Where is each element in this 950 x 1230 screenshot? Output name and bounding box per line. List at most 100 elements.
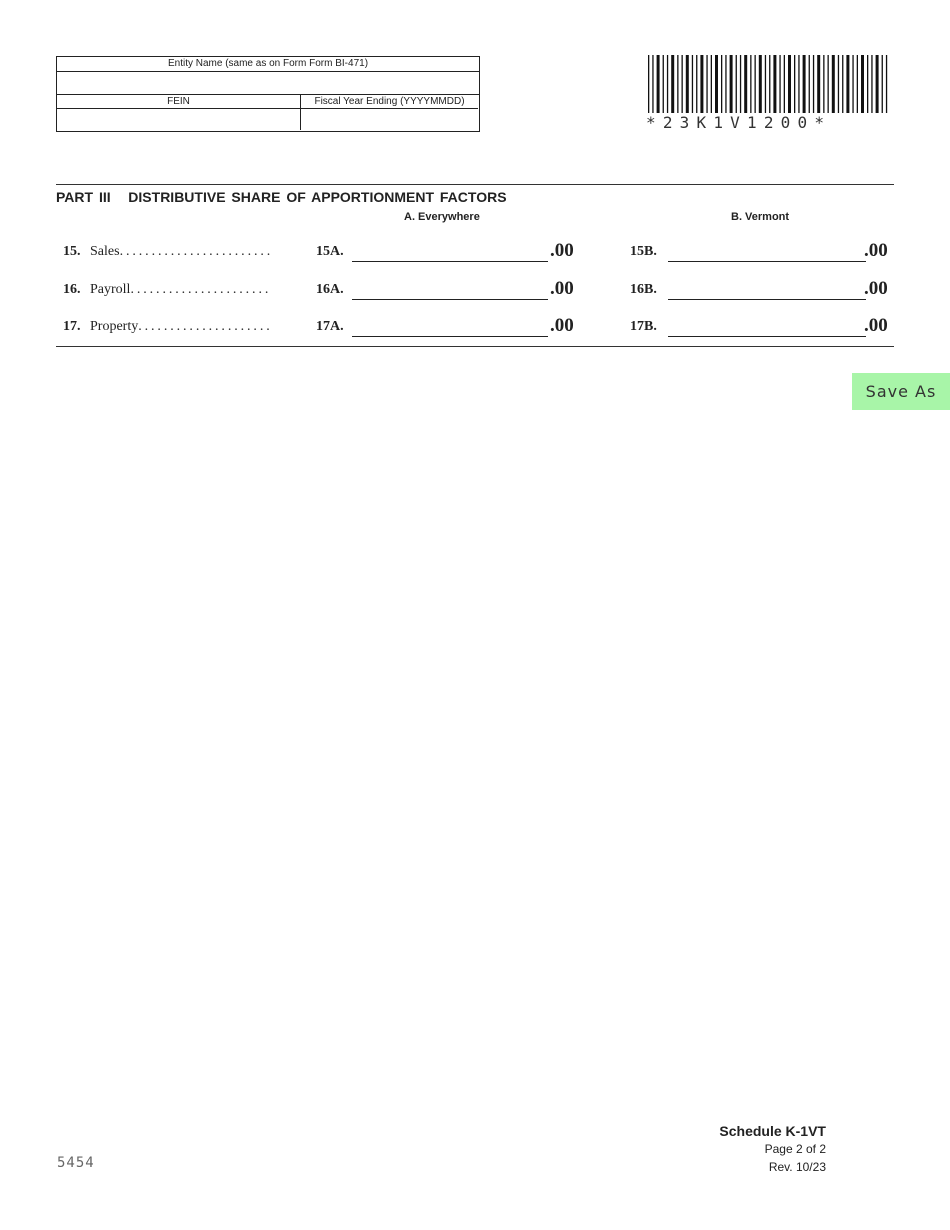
barcode-bar xyxy=(685,55,689,113)
barcode-bar xyxy=(725,55,727,113)
fiscal-year-label: Fiscal Year Ending (YYYYMMDD) xyxy=(301,95,478,109)
save-as-button[interactable]: Save As xyxy=(852,373,950,410)
line-number: 15. xyxy=(63,244,81,259)
barcode-bar xyxy=(856,55,858,113)
page-number: Page 2 of 2 xyxy=(764,1142,826,1156)
cents-b: .00 xyxy=(864,315,888,336)
barcode-bar xyxy=(758,55,762,113)
section-bottom-rule xyxy=(56,346,894,347)
barcode-bar xyxy=(881,55,883,113)
leader-dots: . . . . . . . . . . . . . . . . . . . . … xyxy=(138,319,270,334)
line-label: Sales xyxy=(90,244,120,259)
barcode-bar xyxy=(671,55,675,113)
barcode-bar xyxy=(648,55,650,113)
barcode-bar xyxy=(875,55,879,113)
part-iii-title: PART III DISTRIBUTIVE SHARE OF APPORTION… xyxy=(56,189,507,205)
barcode-bar xyxy=(817,55,821,113)
barcode-bar xyxy=(861,55,864,113)
cents-a: .00 xyxy=(550,240,574,261)
barcode-bar xyxy=(783,55,785,113)
form-code: 5454 xyxy=(57,1155,95,1171)
barcode-bar xyxy=(823,55,825,113)
line-label: Payroll xyxy=(90,282,131,297)
everywhere-amount-field[interactable] xyxy=(352,243,548,262)
barcode-bar xyxy=(750,55,752,113)
fein-label: FEIN xyxy=(57,95,301,109)
line-b-label: 17B. xyxy=(630,319,657,334)
entity-name-field[interactable] xyxy=(57,72,479,95)
schedule-name: Schedule K-1VT xyxy=(719,1123,826,1139)
barcode-bar xyxy=(798,55,800,113)
barcode-bar xyxy=(764,55,767,113)
line-a-label: 16A. xyxy=(316,282,344,297)
barcode-bar xyxy=(827,55,829,113)
barcode-bar xyxy=(652,55,654,113)
barcode-bar xyxy=(871,55,873,113)
barcode-bar xyxy=(842,55,844,113)
cents-b: .00 xyxy=(864,278,888,299)
line-1: 16. Payroll. . . . . . . . . . . . . . .… xyxy=(63,282,623,298)
line-0: 15. Sales. . . . . . . . . . . . . . . .… xyxy=(63,244,623,260)
barcode-bar xyxy=(677,55,679,113)
fein-field[interactable] xyxy=(57,109,301,130)
barcode-bar xyxy=(710,55,712,113)
barcode-bar xyxy=(700,55,704,113)
everywhere-amount-field[interactable] xyxy=(352,281,548,300)
barcode-bar xyxy=(852,55,854,113)
barcode-bar xyxy=(837,55,840,113)
barcode-bar xyxy=(706,55,708,113)
barcode-bar xyxy=(744,55,748,113)
cents-a: .00 xyxy=(550,315,574,336)
line-label: Property xyxy=(90,319,139,334)
barcode-bar xyxy=(812,55,815,113)
barcode-bar xyxy=(794,55,796,113)
column-b-heading: B. Vermont xyxy=(731,211,790,223)
section-divider xyxy=(56,184,894,185)
fiscal-year-field[interactable] xyxy=(301,109,478,130)
barcode-text: *23K1V1200* xyxy=(646,113,832,132)
cents-a: .00 xyxy=(550,278,574,299)
barcode-bar xyxy=(802,55,806,113)
column-a-heading: A. Everywhere xyxy=(404,211,480,223)
barcode-bar xyxy=(729,55,733,113)
everywhere-amount-field[interactable] xyxy=(352,318,548,337)
barcode-bar xyxy=(808,55,810,113)
barcode-bar xyxy=(715,55,718,113)
line-2: 17. Property. . . . . . . . . . . . . . … xyxy=(63,319,623,335)
barcode-bar xyxy=(721,55,723,113)
barcode-bar xyxy=(696,55,698,113)
barcode-bar xyxy=(691,55,694,113)
barcode-bar xyxy=(788,55,791,113)
line-a-label: 15A. xyxy=(316,244,344,259)
barcode-bar xyxy=(846,55,850,113)
entity-name-label: Entity Name (same as on Form Form BI-471… xyxy=(57,57,479,72)
barcode-bar xyxy=(666,55,669,113)
line-number: 17. xyxy=(63,319,81,334)
line-b-label: 15B. xyxy=(630,244,657,259)
barcode-bar xyxy=(773,55,777,113)
line-number: 16. xyxy=(63,282,81,297)
barcode-bar xyxy=(662,55,664,113)
barcode xyxy=(648,55,888,113)
vermont-amount-field[interactable] xyxy=(668,243,866,262)
barcode-bar xyxy=(739,55,742,113)
vermont-amount-field[interactable] xyxy=(668,318,866,337)
barcode-bar xyxy=(681,55,683,113)
barcode-bar xyxy=(769,55,771,113)
barcode-bar xyxy=(656,55,660,113)
line-a-label: 17A. xyxy=(316,319,344,334)
barcode-bar xyxy=(735,55,737,113)
leader-dots: . . . . . . . . . . . . . . . . . . . . … xyxy=(119,244,271,259)
vermont-amount-field[interactable] xyxy=(668,281,866,300)
barcode-bar xyxy=(754,55,756,113)
entity-info-table: Entity Name (same as on Form Form BI-471… xyxy=(56,56,480,132)
barcode-bar xyxy=(779,55,781,113)
barcode-bar xyxy=(867,55,869,113)
barcode-bar xyxy=(885,55,888,113)
leader-dots: . . . . . . . . . . . . . . . . . . . . … xyxy=(130,282,269,297)
line-b-label: 16B. xyxy=(630,282,657,297)
cents-b: .00 xyxy=(864,240,888,261)
revision-date: Rev. 10/23 xyxy=(768,1160,826,1174)
barcode-bar xyxy=(831,55,835,113)
